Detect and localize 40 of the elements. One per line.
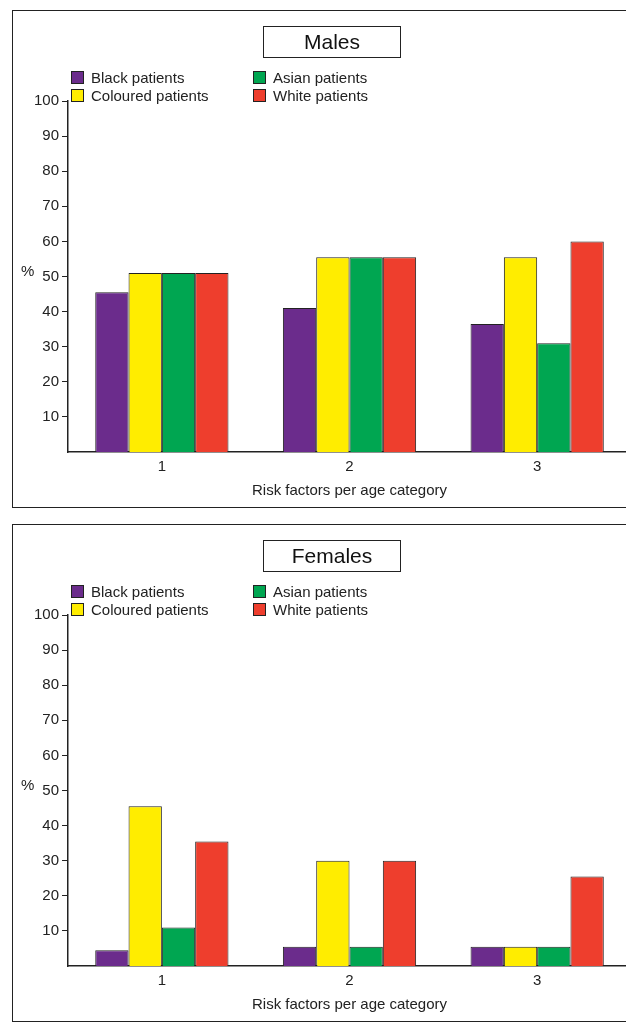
y-tick-label: 50 [42,780,60,798]
x-axis-title: Risk factors per age category [251,481,448,499]
legend-label: White patients [273,600,369,618]
x-axis-title: Risk factors per age category [251,995,448,1013]
x-tick-label: 1 [157,971,167,989]
x-tick-label: 1 [157,457,167,475]
y-tick-label: 90 [42,126,60,144]
chart-title: Males [263,26,401,58]
x-tick-label: 2 [345,971,354,989]
y-tick-label: 60 [42,231,60,249]
y-tick-label: 100 [34,91,60,109]
y-tick-label: 90 [42,640,60,658]
legend-label: Asian patients [273,68,368,86]
legend-label: White patients [273,86,369,104]
y-tick-label: 50 [42,266,60,284]
y-tick-label: 80 [42,161,60,179]
y-tick-label: 100 [34,605,60,623]
legend-label: Black patients [91,68,185,86]
x-tick-label: 3 [533,457,542,475]
y-tick-label: 20 [42,371,60,389]
y-tick-label: 20 [42,885,60,903]
y-tick-label: 40 [42,815,60,833]
y-tick-label: 30 [42,850,60,868]
y-axis-title: % [21,261,35,279]
y-tick-label: 60 [42,745,60,763]
x-tick-label: 2 [345,457,354,475]
y-axis-title: % [21,775,35,793]
chart-title: Females [263,540,401,572]
x-tick-label: 3 [533,971,542,989]
y-tick-label: 10 [42,407,60,425]
y-tick-label: 70 [42,196,60,214]
y-tick-label: 80 [42,675,60,693]
legend-label: Coloured patients [91,86,209,104]
y-tick-label: 40 [42,301,60,319]
legend-label: Coloured patients [91,600,209,618]
y-tick-label: 30 [42,336,60,354]
y-tick-label: 10 [42,921,60,939]
legend-label: Black patients [91,582,185,600]
y-tick-label: 70 [42,710,60,728]
legend-label: Asian patients [273,582,368,600]
